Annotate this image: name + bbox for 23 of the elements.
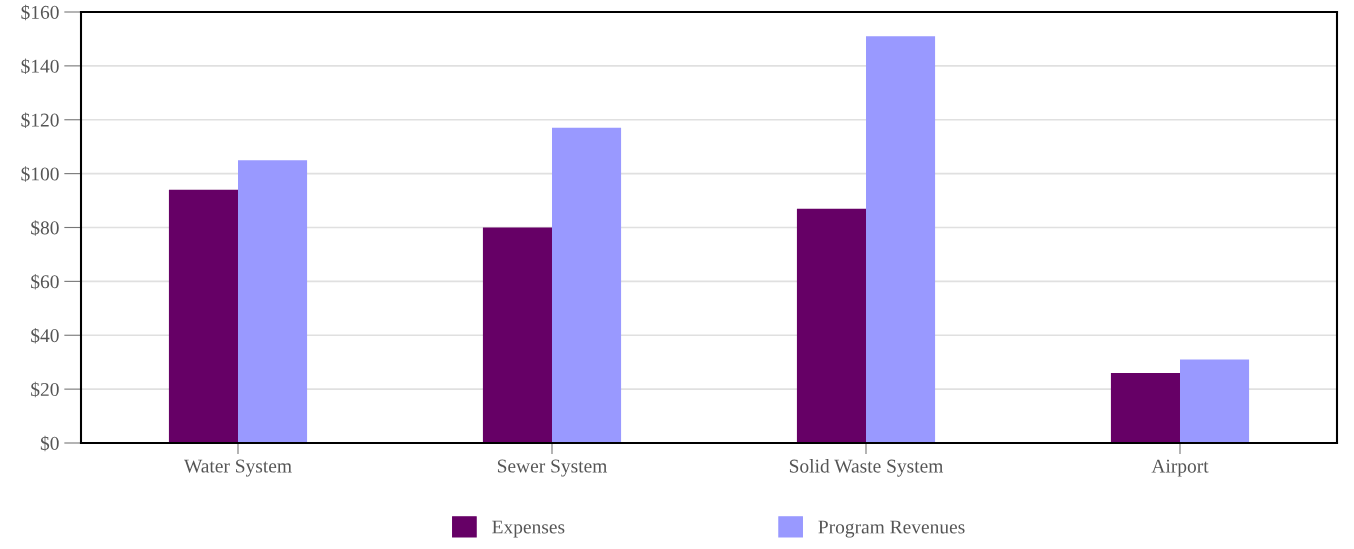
x-tick-label: Sewer System	[497, 459, 608, 477]
legend-label: Program Revenues	[818, 520, 965, 538]
y-tick-label: $60	[31, 274, 59, 290]
bar	[1180, 359, 1250, 443]
y-tick-label: $20	[31, 381, 59, 398]
bar	[168, 189, 238, 443]
bar	[1110, 372, 1180, 443]
x-tick-label: Airport	[1151, 459, 1209, 477]
bar	[552, 127, 622, 443]
y-tick-label: $0	[40, 435, 59, 452]
bar	[866, 36, 936, 443]
bar	[796, 208, 866, 443]
bar	[238, 160, 308, 443]
y-tick-label: $120	[21, 112, 59, 128]
x-tick-label: Water System	[183, 459, 292, 477]
legend-label: Expenses	[492, 520, 565, 538]
bar	[482, 227, 552, 443]
y-tick-label: $40	[31, 327, 59, 344]
x-tick-label: Solid Waste System	[789, 458, 944, 477]
y-tick-label: $140	[21, 58, 59, 75]
y-tick-label: $100	[21, 166, 59, 182]
y-tick-label: $80	[31, 220, 59, 236]
y-tick-label: $160	[21, 4, 59, 21]
